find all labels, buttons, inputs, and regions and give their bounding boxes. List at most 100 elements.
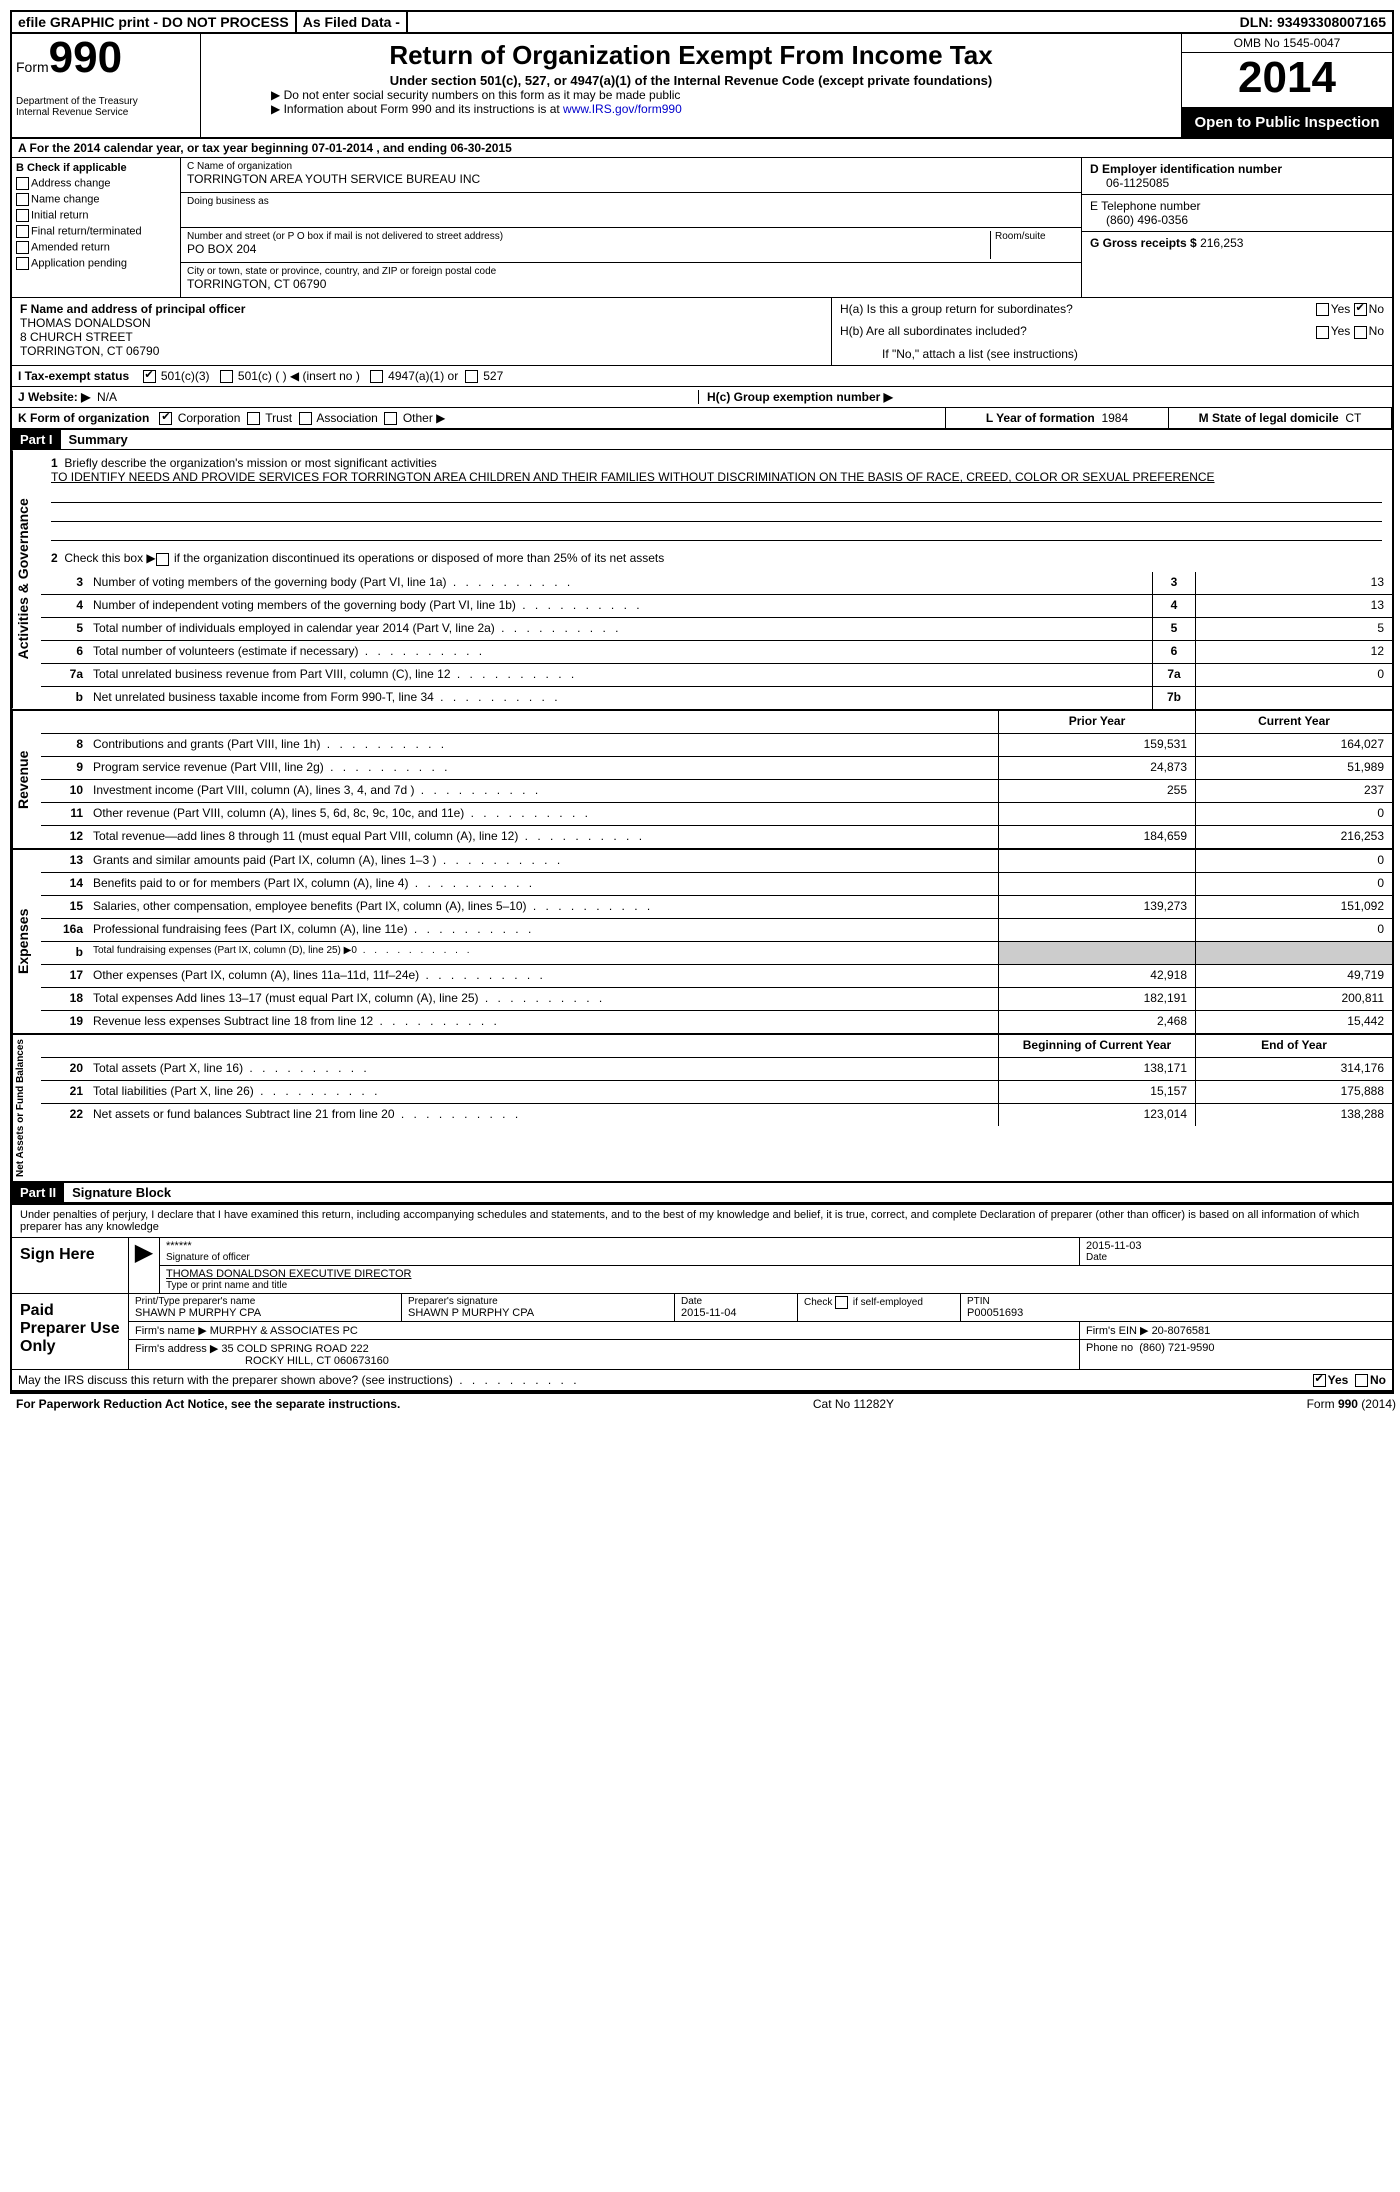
phone-value: (860) 496-0356 — [1090, 213, 1384, 227]
section-f: F Name and address of principal officer … — [12, 298, 832, 365]
net-assets-label: Net Assets or Fund Balances — [12, 1035, 41, 1181]
line1-label: Briefly describe the organization's miss… — [64, 456, 436, 470]
line-row: 5Total number of individuals employed in… — [41, 618, 1392, 641]
info-note: ▶ Information about Form 990 and its ins… — [211, 102, 1171, 116]
cb-final-return[interactable] — [16, 225, 29, 238]
dept-treasury: Department of the Treasury Internal Reve… — [16, 96, 196, 118]
signature-section: Under penalties of perjury, I declare th… — [12, 1203, 1392, 1392]
cb-discontinued[interactable] — [156, 553, 169, 566]
officer-name: THOMAS DONALDSON — [20, 316, 823, 330]
officer-signature: ****** — [166, 1240, 1073, 1252]
cb-4947[interactable] — [370, 370, 383, 383]
section-d: D Employer identification number 06-1125… — [1082, 158, 1392, 297]
firm-phone: (860) 721-9590 — [1139, 1342, 1214, 1354]
sign-here-label: Sign Here — [12, 1238, 129, 1293]
cb-501c[interactable] — [220, 370, 233, 383]
line-row: bTotal fundraising expenses (Part IX, co… — [41, 942, 1392, 965]
website-value: N/A — [97, 390, 117, 404]
dln: DLN: 93493308007165 — [1234, 12, 1392, 32]
preparer-signature: SHAWN P MURPHY CPA — [408, 1307, 668, 1319]
line-row: 11Other revenue (Part VIII, column (A), … — [41, 803, 1392, 826]
mission-text: TO IDENTIFY NEEDS AND PROVIDE SERVICES F… — [51, 470, 1215, 484]
cb-hb-no[interactable] — [1354, 326, 1367, 339]
cb-discuss-yes[interactable]: ✔ — [1313, 1374, 1326, 1387]
line-row: 17Other expenses (Part IX, column (A), l… — [41, 965, 1392, 988]
part1-title: Summary — [61, 430, 136, 449]
dba-label: Doing business as — [187, 196, 1075, 207]
cb-address-change[interactable] — [16, 177, 29, 190]
org-city: TORRINGTON, CT 06790 — [187, 277, 1075, 291]
begin-year-header: Beginning of Current Year — [998, 1035, 1195, 1057]
form-header: Form990 Department of the Treasury Inter… — [12, 34, 1392, 139]
cb-ha-yes[interactable] — [1316, 303, 1329, 316]
current-year-header: Current Year — [1195, 711, 1392, 733]
form-title: Return of Organization Exempt From Incom… — [211, 40, 1171, 71]
cb-amended[interactable] — [16, 241, 29, 254]
row-i: I Tax-exempt status ✔ 501(c)(3) 501(c) (… — [12, 366, 1392, 387]
self-employed-check: Check if self-employed — [798, 1294, 961, 1321]
section-c: C Name of organization TORRINGTON AREA Y… — [181, 158, 1082, 297]
line-row: 9Program service revenue (Part VIII, lin… — [41, 757, 1392, 780]
perjury-declaration: Under penalties of perjury, I declare th… — [12, 1205, 1392, 1237]
room-label: Room/suite — [991, 231, 1075, 259]
form-990-page: efile GRAPHIC print - DO NOT PROCESS As … — [10, 10, 1394, 1394]
cb-trust[interactable] — [247, 412, 260, 425]
cb-initial-return[interactable] — [16, 209, 29, 222]
officer-label: F Name and address of principal officer — [20, 302, 823, 316]
governance-section: Activities & Governance 1 Briefly descri… — [12, 450, 1392, 710]
cb-assoc[interactable] — [299, 412, 312, 425]
cb-self-employed[interactable] — [835, 1296, 848, 1309]
irs-link[interactable]: www.IRS.gov/form990 — [563, 102, 682, 116]
line-row: 12Total revenue—add lines 8 through 11 (… — [41, 826, 1392, 848]
cb-pending[interactable] — [16, 257, 29, 270]
paperwork-notice: For Paperwork Reduction Act Notice, see … — [16, 1397, 400, 1411]
org-name-label: C Name of organization — [187, 161, 1075, 172]
discuss-question: May the IRS discuss this return with the… — [18, 1373, 1313, 1387]
cat-number: Cat No 11282Y — [813, 1397, 894, 1411]
line2-text: Check this box ▶ if the organization dis… — [64, 551, 664, 565]
firm-name: MURPHY & ASSOCIATES PC — [210, 1325, 358, 1337]
line-row: 22Net assets or fund balances Subtract l… — [41, 1104, 1392, 1126]
line-row: 15Salaries, other compensation, employee… — [41, 896, 1392, 919]
paid-preparer-label: Paid Preparer Use Only — [12, 1294, 129, 1369]
line-row: 4Number of independent voting members of… — [41, 595, 1392, 618]
form-subtitle: Under section 501(c), 527, or 4947(a)(1)… — [211, 73, 1171, 88]
phone-label: E Telephone number — [1090, 199, 1384, 213]
part2-header: Part II — [12, 1183, 64, 1202]
line-row: 16aProfessional fundraising fees (Part I… — [41, 919, 1392, 942]
revenue-section: Revenue Prior Year Current Year 8Contrib… — [12, 711, 1392, 850]
cb-527[interactable] — [465, 370, 478, 383]
tax-year: 2014 — [1182, 53, 1392, 108]
line-row: 7aTotal unrelated business revenue from … — [41, 664, 1392, 687]
cb-ha-no[interactable]: ✔ — [1354, 303, 1367, 316]
section-h: H(a) Is this a group return for subordin… — [832, 298, 1392, 365]
line-row: 3Number of voting members of the governi… — [41, 572, 1392, 595]
cb-name-change[interactable] — [16, 193, 29, 206]
form-footer: Form 990 (2014) — [1307, 1397, 1396, 1411]
cb-discuss-no[interactable] — [1355, 1374, 1368, 1387]
omb-number: OMB No 1545-0047 — [1182, 34, 1392, 53]
row-k: K Form of organization ✔ Corporation Tru… — [12, 408, 1392, 430]
ein-label: D Employer identification number — [1090, 162, 1384, 176]
line-row: 10Investment income (Part VIII, column (… — [41, 780, 1392, 803]
line-row: 21Total liabilities (Part X, line 26)15,… — [41, 1081, 1392, 1104]
officer-street: 8 CHURCH STREET — [20, 330, 823, 344]
cb-501c3[interactable]: ✔ — [143, 370, 156, 383]
cb-corp[interactable]: ✔ — [159, 412, 172, 425]
public-inspection: Open to Public Inspection — [1182, 108, 1392, 137]
state-domicile: CT — [1345, 411, 1361, 425]
cb-hb-yes[interactable] — [1316, 326, 1329, 339]
form-number: 990 — [49, 33, 122, 82]
efile-notice: efile GRAPHIC print - DO NOT PROCESS — [12, 12, 297, 32]
firm-address: 35 COLD SPRING ROAD 222 — [221, 1343, 368, 1355]
form-label: Form — [16, 59, 49, 75]
top-bar: efile GRAPHIC print - DO NOT PROCESS As … — [12, 12, 1392, 34]
part2-header-row: Part II Signature Block — [12, 1183, 1392, 1203]
line-row: 6Total number of volunteers (estimate if… — [41, 641, 1392, 664]
sig-officer-label: Signature of officer — [166, 1252, 1073, 1263]
as-filed: As Filed Data - — [297, 12, 408, 32]
end-year-header: End of Year — [1195, 1035, 1392, 1057]
cb-other[interactable] — [384, 412, 397, 425]
officer-printed-name: THOMAS DONALDSON EXECUTIVE DIRECTOR — [166, 1268, 1386, 1280]
ein-value: 06-1125085 — [1090, 176, 1384, 190]
